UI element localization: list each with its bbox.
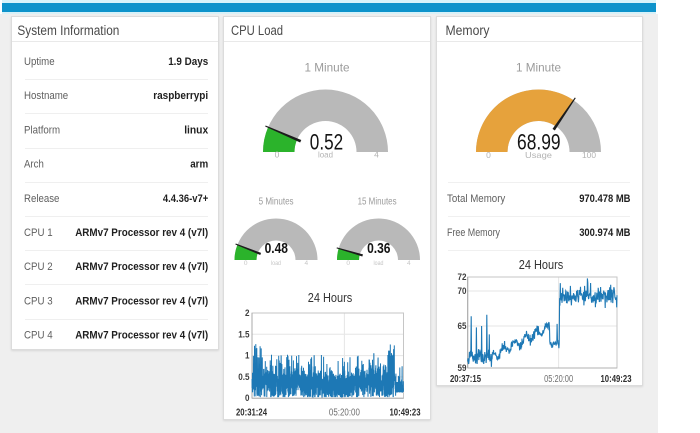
svg-text:ARMv7 Processor rev 4 (v7l): ARMv7 Processor rev 4 (v7l) [75,330,208,342]
svg-text:ARMv7 Processor rev 4 (v7l): ARMv7 Processor rev 4 (v7l) [75,227,208,239]
svg-text:0: 0 [346,260,350,267]
svg-text:load: load [271,260,281,267]
svg-text:Memory: Memory [446,23,490,38]
svg-text:ARMv7 Processor rev 4 (v7l): ARMv7 Processor rev 4 (v7l) [75,295,208,307]
svg-text:0: 0 [244,260,248,267]
svg-text:10:49:23: 10:49:23 [390,408,421,419]
svg-text:Uptime: Uptime [24,56,55,68]
svg-text:20:31:24: 20:31:24 [236,408,267,419]
svg-text:05:20:00: 05:20:00 [329,408,360,419]
svg-text:System Information: System Information [17,23,119,38]
svg-text:load: load [374,260,384,267]
svg-text:Usage: Usage [525,150,552,160]
svg-text:Release: Release [24,193,59,205]
svg-text:100: 100 [582,150,596,160]
svg-text:4: 4 [407,260,411,267]
svg-text:0: 0 [275,150,280,160]
svg-text:4: 4 [304,260,308,267]
svg-text:linux: linux [184,124,209,136]
svg-text:65: 65 [458,321,468,332]
svg-text:CPU 1: CPU 1 [24,227,53,239]
svg-text:1 Minute: 1 Minute [516,61,561,75]
svg-text:0: 0 [486,150,491,160]
svg-text:10:49:23: 10:49:23 [601,374,632,385]
svg-text:70: 70 [458,286,467,297]
svg-text:05:20:00: 05:20:00 [544,374,573,385]
svg-text:0.52: 0.52 [310,130,343,155]
svg-text:20:37:15: 20:37:15 [450,374,481,385]
svg-text:0: 0 [245,393,250,404]
svg-text:0.5: 0.5 [238,372,250,383]
svg-text:ARMv7 Processor rev 4 (v7l): ARMv7 Processor rev 4 (v7l) [75,261,208,273]
svg-text:arm: arm [190,159,208,171]
svg-text:0.36: 0.36 [367,241,390,257]
svg-text:15 Minutes: 15 Minutes [358,196,397,208]
svg-text:24 Hours: 24 Hours [519,258,564,272]
svg-text:4.4.36-v7+: 4.4.36-v7+ [163,193,208,205]
svg-text:300.974 MB: 300.974 MB [579,227,630,239]
svg-text:Hostname: Hostname [24,90,68,102]
svg-text:1 Minute: 1 Minute [305,61,350,75]
svg-text:Free Memory: Free Memory [447,227,500,239]
svg-text:1.5: 1.5 [238,329,250,340]
svg-text:59: 59 [458,363,467,374]
svg-text:load: load [318,150,333,160]
svg-text:1.9 Days: 1.9 Days [168,56,208,68]
svg-text:0.48: 0.48 [265,241,288,257]
svg-text:1: 1 [245,351,250,362]
svg-text:Arch: Arch [24,159,44,171]
svg-text:Platform: Platform [24,124,60,136]
svg-text:2: 2 [245,308,250,319]
svg-text:CPU Load: CPU Load [231,23,283,38]
svg-text:970.478 MB: 970.478 MB [579,193,630,205]
svg-text:5 Minutes: 5 Minutes [259,196,294,208]
svg-text:72: 72 [458,272,467,283]
svg-text:24 Hours: 24 Hours [308,291,353,305]
svg-text:Total Memory: Total Memory [447,193,506,205]
svg-text:CPU 3: CPU 3 [24,295,53,307]
svg-text:4: 4 [374,150,379,160]
svg-text:raspberrypi: raspberrypi [153,90,208,102]
svg-text:CPU 4: CPU 4 [24,330,53,342]
svg-text:CPU 2: CPU 2 [24,261,53,273]
svg-text:68.99: 68.99 [517,130,561,155]
